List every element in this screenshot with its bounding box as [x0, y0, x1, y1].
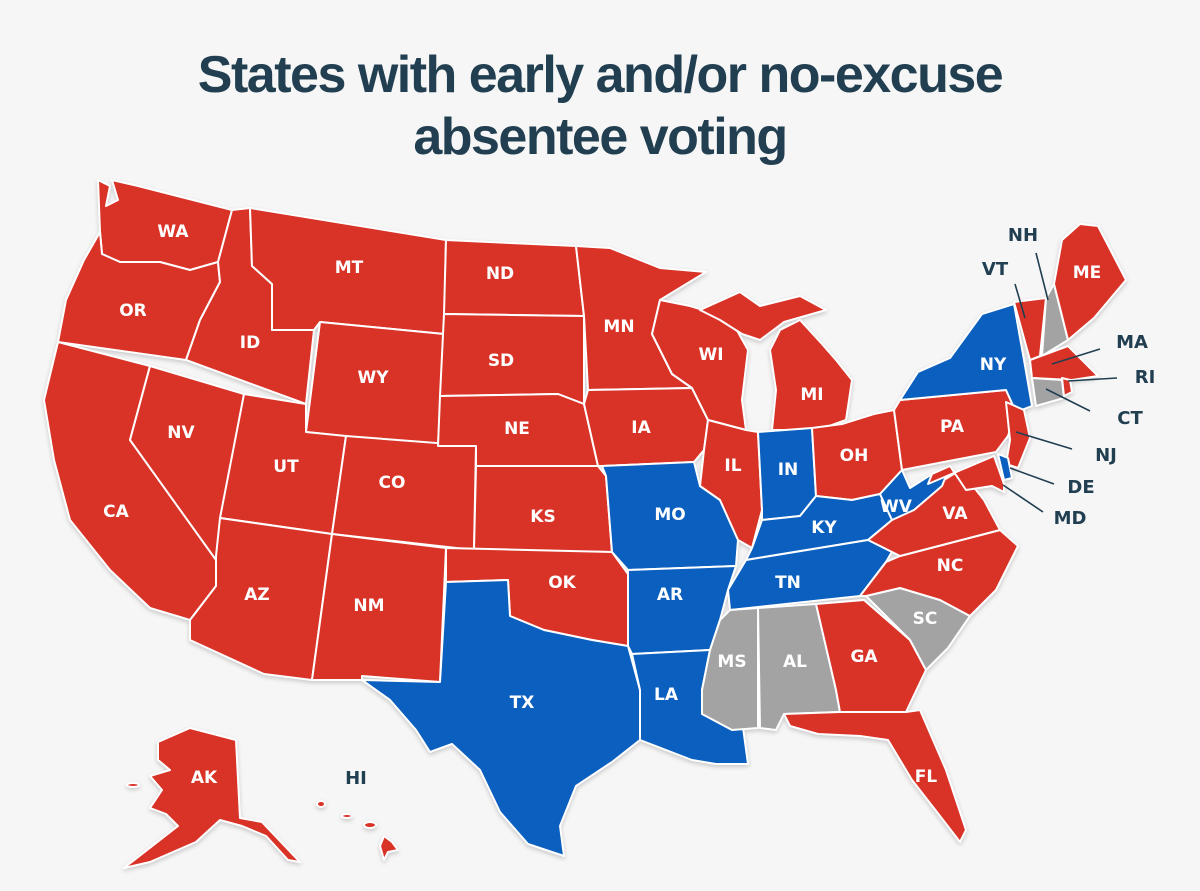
- label-me: ME: [1073, 263, 1102, 283]
- state-nc[interactable]: [859, 529, 1019, 617]
- state-hi-island-1: [316, 800, 326, 808]
- leader-ri: [1067, 377, 1118, 382]
- label-il: IL: [724, 456, 741, 476]
- state-wi[interactable]: [651, 299, 749, 431]
- label-al: AL: [783, 652, 807, 672]
- state-ga[interactable]: [815, 599, 927, 713]
- label-wy: WY: [357, 368, 389, 388]
- label-or: OR: [119, 301, 147, 321]
- state-me[interactable]: [1053, 223, 1127, 341]
- label-ga: GA: [850, 647, 878, 667]
- leader-vt: [1014, 283, 1026, 319]
- label-hi: HI: [345, 768, 367, 789]
- label-vt: VT: [982, 259, 1009, 280]
- label-sd: SD: [488, 351, 514, 371]
- label-md: MD: [1054, 508, 1087, 529]
- state-ct[interactable]: [1031, 377, 1065, 407]
- label-de: DE: [1067, 477, 1094, 498]
- label-mo: MO: [654, 505, 685, 525]
- label-ak: AK: [191, 768, 218, 788]
- label-fl: FL: [915, 767, 938, 787]
- leader-md: [1002, 484, 1044, 513]
- label-ms: MS: [717, 652, 746, 672]
- map-title: States with early and/or no-excuse absen…: [0, 44, 1200, 168]
- label-va: VA: [942, 504, 968, 524]
- label-ks: KS: [530, 507, 555, 527]
- label-mn: MN: [603, 317, 634, 337]
- label-ri: RI: [1135, 367, 1156, 388]
- label-ar: AR: [657, 585, 683, 605]
- state-ny[interactable]: [899, 303, 1033, 413]
- leader-ma: [1051, 348, 1101, 365]
- label-ky: KY: [811, 518, 837, 538]
- leader-de: [1009, 467, 1055, 485]
- label-co: CO: [379, 473, 406, 493]
- state-mi[interactable]: [769, 319, 853, 431]
- title-line-1: States with early and/or no-excuse: [197, 46, 1004, 104]
- label-tx: TX: [510, 693, 535, 713]
- label-ok: OK: [548, 573, 576, 593]
- label-nh: NH: [1008, 225, 1038, 246]
- state-ak-island: [126, 782, 140, 788]
- label-ny: NY: [980, 355, 1007, 375]
- state-ak[interactable]: [123, 727, 301, 869]
- label-wi: WI: [698, 345, 723, 365]
- label-ma: MA: [1116, 332, 1148, 353]
- state-hi-island-3: [363, 821, 377, 829]
- label-nd: ND: [486, 264, 514, 284]
- leader-nj: [1015, 431, 1073, 450]
- label-wa: WA: [157, 222, 189, 242]
- label-nv: NV: [167, 423, 195, 443]
- state-mi-upper[interactable]: [699, 291, 827, 341]
- label-nm: NM: [353, 596, 384, 616]
- state-nj[interactable]: [1005, 401, 1031, 469]
- label-wv: WV: [880, 497, 913, 517]
- label-ut: UT: [273, 457, 299, 477]
- label-az: AZ: [244, 585, 269, 605]
- label-nj: NJ: [1095, 445, 1117, 466]
- label-tn: TN: [775, 573, 801, 593]
- label-pa: PA: [940, 417, 965, 437]
- label-mi: MI: [800, 385, 823, 405]
- label-mt: MT: [335, 258, 364, 278]
- state-co[interactable]: [331, 435, 477, 551]
- label-sc: SC: [913, 609, 938, 629]
- leader-ct: [1045, 388, 1091, 412]
- state-il[interactable]: [699, 419, 763, 549]
- label-ct: CT: [1117, 408, 1143, 429]
- title-line-2: absentee voting: [413, 108, 788, 166]
- state-de[interactable]: [997, 453, 1013, 481]
- label-ia: IA: [631, 418, 651, 438]
- label-la: LA: [654, 685, 679, 705]
- state-md[interactable]: [927, 455, 1005, 493]
- state-fl[interactable]: [783, 709, 967, 843]
- state-hi[interactable]: [379, 835, 399, 861]
- label-oh: OH: [840, 446, 869, 466]
- label-id: ID: [240, 333, 260, 353]
- leader-nh: [1035, 252, 1049, 301]
- label-ne: NE: [504, 419, 530, 439]
- label-nc: NC: [937, 556, 964, 576]
- state-hi-island-2: [341, 813, 353, 819]
- label-in: IN: [778, 460, 799, 480]
- label-ca: CA: [103, 502, 129, 522]
- state-tx[interactable]: [361, 579, 641, 857]
- state-ri[interactable]: [1061, 377, 1073, 397]
